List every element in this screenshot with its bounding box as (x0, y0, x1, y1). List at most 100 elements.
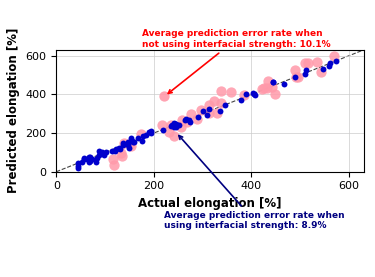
Point (99, 150, 105, 154)
Point (143, 133, 149, 137)
Point (241, 93, 247, 97)
Point (214, 110, 220, 115)
Point (75, 166, 81, 170)
Point (140, 134, 146, 138)
Point (187, 120, 193, 124)
Point (94, 156, 100, 160)
Point (128, 142, 134, 147)
Point (206, 107, 212, 111)
Point (86, 155, 92, 160)
Text: Average prediction error rate when
not using interfacial strength: 10.1%: Average prediction error rate when not u… (142, 29, 331, 93)
Point (116, 146, 122, 150)
Point (172, 122, 178, 126)
Point (206, 103, 212, 107)
Point (266, 79, 272, 83)
Point (168, 122, 174, 127)
Point (270, 80, 276, 84)
Point (261, 86, 267, 90)
Y-axis label: Predicted elongation [%]: Predicted elongation [%] (7, 28, 20, 194)
Point (86, 160, 92, 164)
Point (272, 92, 278, 96)
Point (182, 117, 188, 122)
Point (195, 114, 201, 119)
Point (184, 120, 190, 124)
Point (84, 157, 90, 161)
Point (166, 129, 172, 134)
Point (295, 75, 301, 79)
Point (135, 135, 141, 140)
Point (183, 117, 189, 121)
Point (331, 53, 337, 58)
Point (198, 107, 204, 112)
Point (108, 149, 114, 153)
Point (129, 139, 135, 143)
Point (176, 123, 182, 127)
Point (314, 60, 320, 65)
Point (243, 92, 249, 97)
Point (169, 123, 175, 127)
Point (171, 121, 177, 125)
Point (130, 140, 136, 144)
Point (111, 162, 117, 167)
Point (75, 163, 81, 168)
Point (302, 72, 308, 77)
Point (96, 149, 102, 153)
Point (270, 79, 276, 84)
Point (81, 156, 87, 160)
Point (204, 112, 210, 117)
Point (250, 91, 256, 96)
Point (75, 160, 81, 165)
Point (211, 99, 217, 104)
Point (113, 147, 119, 152)
Point (252, 92, 258, 97)
Point (120, 140, 126, 145)
Point (125, 140, 131, 144)
Point (251, 92, 257, 96)
Point (218, 101, 224, 106)
Point (320, 67, 326, 71)
Point (206, 110, 212, 115)
Text: Average prediction error rate when
using interfacial strength: 8.9%: Average prediction error rate when using… (164, 135, 345, 230)
Point (120, 141, 126, 145)
Point (217, 109, 223, 113)
Point (171, 122, 177, 127)
Point (327, 60, 333, 65)
Point (88, 157, 94, 161)
Point (171, 134, 177, 138)
Point (168, 123, 174, 128)
Point (318, 70, 324, 74)
Point (305, 60, 311, 65)
Point (171, 125, 177, 129)
Point (96, 153, 102, 157)
Point (131, 140, 137, 145)
Point (117, 150, 123, 155)
Point (125, 142, 131, 147)
Point (292, 75, 298, 79)
Point (147, 129, 153, 133)
Point (302, 60, 308, 65)
Point (188, 112, 194, 116)
Point (173, 125, 179, 129)
Point (178, 125, 184, 129)
Point (160, 94, 166, 99)
Point (293, 75, 299, 79)
Point (186, 118, 192, 122)
Point (87, 155, 93, 159)
Point (119, 154, 125, 159)
Point (228, 89, 234, 94)
Point (128, 136, 134, 140)
Point (333, 59, 339, 64)
Point (281, 81, 287, 86)
Point (101, 152, 107, 157)
Point (200, 108, 206, 113)
Point (110, 157, 116, 161)
Point (326, 63, 332, 68)
X-axis label: Actual elongation [%]: Actual elongation [%] (138, 197, 282, 210)
Point (292, 68, 298, 72)
Point (138, 132, 144, 137)
Point (259, 86, 265, 91)
Point (112, 149, 118, 153)
Point (303, 68, 309, 73)
Point (269, 85, 275, 89)
Point (146, 130, 152, 134)
